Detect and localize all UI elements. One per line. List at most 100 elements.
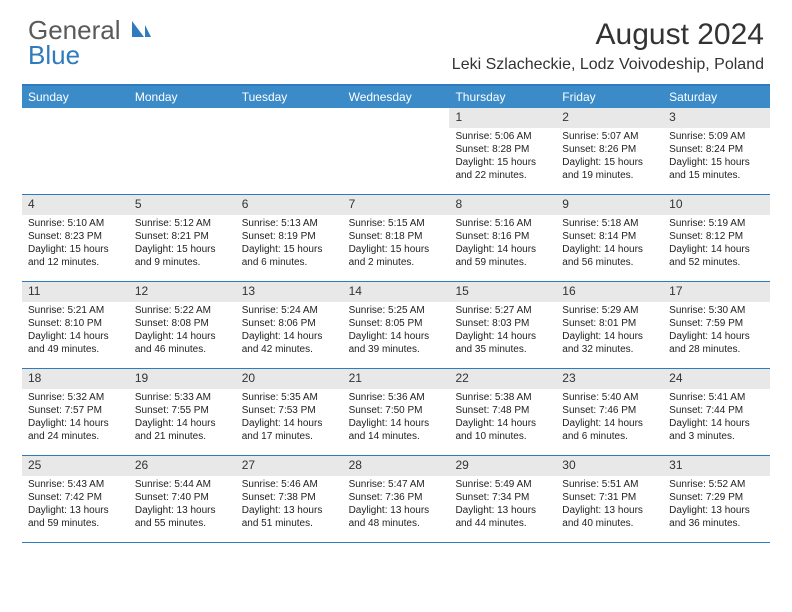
day-number: 6 bbox=[236, 195, 343, 215]
dow-tuesday: Tuesday bbox=[236, 86, 343, 108]
daylight-text: Daylight: 13 hours and 59 minutes. bbox=[28, 504, 123, 530]
sunrise-text: Sunrise: 5:15 AM bbox=[349, 217, 444, 230]
day-body: Sunrise: 5:06 AMSunset: 8:28 PMDaylight:… bbox=[449, 128, 556, 186]
day-body: Sunrise: 5:25 AMSunset: 8:05 PMDaylight:… bbox=[343, 302, 450, 360]
sunrise-text: Sunrise: 5:07 AM bbox=[562, 130, 657, 143]
daylight-text: Daylight: 15 hours and 12 minutes. bbox=[28, 243, 123, 269]
daylight-text: Daylight: 13 hours and 36 minutes. bbox=[669, 504, 764, 530]
sunset-text: Sunset: 7:53 PM bbox=[242, 404, 337, 417]
day-body: Sunrise: 5:15 AMSunset: 8:18 PMDaylight:… bbox=[343, 215, 450, 273]
day-cell: 22Sunrise: 5:38 AMSunset: 7:48 PMDayligh… bbox=[449, 369, 556, 455]
day-body: Sunrise: 5:43 AMSunset: 7:42 PMDaylight:… bbox=[22, 476, 129, 534]
day-number: 10 bbox=[663, 195, 770, 215]
sunrise-text: Sunrise: 5:52 AM bbox=[669, 478, 764, 491]
daylight-text: Daylight: 14 hours and 32 minutes. bbox=[562, 330, 657, 356]
sunset-text: Sunset: 7:36 PM bbox=[349, 491, 444, 504]
day-body: Sunrise: 5:27 AMSunset: 8:03 PMDaylight:… bbox=[449, 302, 556, 360]
sunset-text: Sunset: 8:26 PM bbox=[562, 143, 657, 156]
sunset-text: Sunset: 8:03 PM bbox=[455, 317, 550, 330]
daylight-text: Daylight: 14 hours and 49 minutes. bbox=[28, 330, 123, 356]
sunrise-text: Sunrise: 5:06 AM bbox=[455, 130, 550, 143]
day-body: Sunrise: 5:38 AMSunset: 7:48 PMDaylight:… bbox=[449, 389, 556, 447]
sunrise-text: Sunrise: 5:25 AM bbox=[349, 304, 444, 317]
sunset-text: Sunset: 7:46 PM bbox=[562, 404, 657, 417]
day-cell: 21Sunrise: 5:36 AMSunset: 7:50 PMDayligh… bbox=[343, 369, 450, 455]
day-cell: 29Sunrise: 5:49 AMSunset: 7:34 PMDayligh… bbox=[449, 456, 556, 542]
daylight-text: Daylight: 13 hours and 48 minutes. bbox=[349, 504, 444, 530]
day-body: Sunrise: 5:19 AMSunset: 8:12 PMDaylight:… bbox=[663, 215, 770, 273]
sunset-text: Sunset: 8:28 PM bbox=[455, 143, 550, 156]
day-number: 15 bbox=[449, 282, 556, 302]
daylight-text: Daylight: 14 hours and 46 minutes. bbox=[135, 330, 230, 356]
logo-sail-icon bbox=[130, 18, 152, 43]
sunset-text: Sunset: 7:48 PM bbox=[455, 404, 550, 417]
day-number: 1 bbox=[449, 108, 556, 128]
day-number: 29 bbox=[449, 456, 556, 476]
title-block: August 2024 Leki Szlacheckie, Lodz Voivo… bbox=[452, 18, 764, 74]
day-cell: 7Sunrise: 5:15 AMSunset: 8:18 PMDaylight… bbox=[343, 195, 450, 281]
day-body: Sunrise: 5:07 AMSunset: 8:26 PMDaylight:… bbox=[556, 128, 663, 186]
sunset-text: Sunset: 7:57 PM bbox=[28, 404, 123, 417]
week-row: 11Sunrise: 5:21 AMSunset: 8:10 PMDayligh… bbox=[22, 282, 770, 369]
day-body: Sunrise: 5:29 AMSunset: 8:01 PMDaylight:… bbox=[556, 302, 663, 360]
day-cell: 15Sunrise: 5:27 AMSunset: 8:03 PMDayligh… bbox=[449, 282, 556, 368]
logo: General Blue bbox=[28, 18, 152, 67]
day-cell: 17Sunrise: 5:30 AMSunset: 7:59 PMDayligh… bbox=[663, 282, 770, 368]
daylight-text: Daylight: 14 hours and 52 minutes. bbox=[669, 243, 764, 269]
daylight-text: Daylight: 14 hours and 35 minutes. bbox=[455, 330, 550, 356]
sunrise-text: Sunrise: 5:18 AM bbox=[562, 217, 657, 230]
day-cell: 4Sunrise: 5:10 AMSunset: 8:23 PMDaylight… bbox=[22, 195, 129, 281]
daylight-text: Daylight: 15 hours and 15 minutes. bbox=[669, 156, 764, 182]
day-number: 12 bbox=[129, 282, 236, 302]
sunset-text: Sunset: 8:21 PM bbox=[135, 230, 230, 243]
sunset-text: Sunset: 7:59 PM bbox=[669, 317, 764, 330]
day-number: 8 bbox=[449, 195, 556, 215]
day-cell: 23Sunrise: 5:40 AMSunset: 7:46 PMDayligh… bbox=[556, 369, 663, 455]
daylight-text: Daylight: 14 hours and 3 minutes. bbox=[669, 417, 764, 443]
day-cell bbox=[129, 108, 236, 194]
day-cell: 9Sunrise: 5:18 AMSunset: 8:14 PMDaylight… bbox=[556, 195, 663, 281]
day-cell: 28Sunrise: 5:47 AMSunset: 7:36 PMDayligh… bbox=[343, 456, 450, 542]
calendar: Sunday Monday Tuesday Wednesday Thursday… bbox=[22, 84, 770, 543]
day-body: Sunrise: 5:36 AMSunset: 7:50 PMDaylight:… bbox=[343, 389, 450, 447]
sunrise-text: Sunrise: 5:35 AM bbox=[242, 391, 337, 404]
day-body: Sunrise: 5:47 AMSunset: 7:36 PMDaylight:… bbox=[343, 476, 450, 534]
sunset-text: Sunset: 7:40 PM bbox=[135, 491, 230, 504]
sunset-text: Sunset: 8:01 PM bbox=[562, 317, 657, 330]
daylight-text: Daylight: 13 hours and 55 minutes. bbox=[135, 504, 230, 530]
day-body: Sunrise: 5:30 AMSunset: 7:59 PMDaylight:… bbox=[663, 302, 770, 360]
sunset-text: Sunset: 7:31 PM bbox=[562, 491, 657, 504]
day-cell: 6Sunrise: 5:13 AMSunset: 8:19 PMDaylight… bbox=[236, 195, 343, 281]
sunset-text: Sunset: 8:08 PM bbox=[135, 317, 230, 330]
sunset-text: Sunset: 8:10 PM bbox=[28, 317, 123, 330]
sunset-text: Sunset: 8:12 PM bbox=[669, 230, 764, 243]
dow-thursday: Thursday bbox=[449, 86, 556, 108]
day-body: Sunrise: 5:32 AMSunset: 7:57 PMDaylight:… bbox=[22, 389, 129, 447]
day-cell: 3Sunrise: 5:09 AMSunset: 8:24 PMDaylight… bbox=[663, 108, 770, 194]
daylight-text: Daylight: 15 hours and 19 minutes. bbox=[562, 156, 657, 182]
daylight-text: Daylight: 14 hours and 28 minutes. bbox=[669, 330, 764, 356]
daylight-text: Daylight: 14 hours and 10 minutes. bbox=[455, 417, 550, 443]
day-cell: 19Sunrise: 5:33 AMSunset: 7:55 PMDayligh… bbox=[129, 369, 236, 455]
day-body bbox=[129, 128, 236, 134]
day-number: 14 bbox=[343, 282, 450, 302]
sunrise-text: Sunrise: 5:46 AM bbox=[242, 478, 337, 491]
day-body: Sunrise: 5:22 AMSunset: 8:08 PMDaylight:… bbox=[129, 302, 236, 360]
sunrise-text: Sunrise: 5:29 AM bbox=[562, 304, 657, 317]
week-row: 4Sunrise: 5:10 AMSunset: 8:23 PMDaylight… bbox=[22, 195, 770, 282]
day-number: 4 bbox=[22, 195, 129, 215]
daylight-text: Daylight: 14 hours and 17 minutes. bbox=[242, 417, 337, 443]
sunrise-text: Sunrise: 5:16 AM bbox=[455, 217, 550, 230]
day-cell: 27Sunrise: 5:46 AMSunset: 7:38 PMDayligh… bbox=[236, 456, 343, 542]
day-number: 13 bbox=[236, 282, 343, 302]
day-body: Sunrise: 5:49 AMSunset: 7:34 PMDaylight:… bbox=[449, 476, 556, 534]
daylight-text: Daylight: 13 hours and 51 minutes. bbox=[242, 504, 337, 530]
sunrise-text: Sunrise: 5:49 AM bbox=[455, 478, 550, 491]
sunrise-text: Sunrise: 5:19 AM bbox=[669, 217, 764, 230]
dow-friday: Friday bbox=[556, 86, 663, 108]
sunrise-text: Sunrise: 5:38 AM bbox=[455, 391, 550, 404]
sunrise-text: Sunrise: 5:24 AM bbox=[242, 304, 337, 317]
dow-saturday: Saturday bbox=[663, 86, 770, 108]
day-cell: 30Sunrise: 5:51 AMSunset: 7:31 PMDayligh… bbox=[556, 456, 663, 542]
sunrise-text: Sunrise: 5:10 AM bbox=[28, 217, 123, 230]
